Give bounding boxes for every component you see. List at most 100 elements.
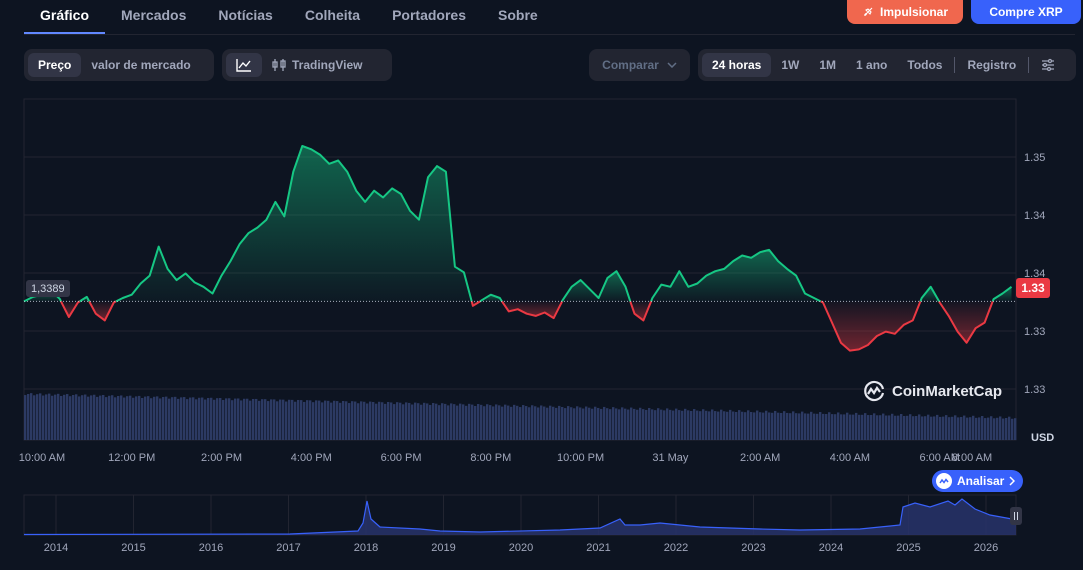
volume-bar [801,411,804,440]
volume-bar [531,405,534,440]
time-range-selector: 24 horas 1W 1M 1 ano Todos Registro [698,49,1076,81]
tradingview-button[interactable]: TradingView [262,53,372,77]
volume-bar [972,415,975,440]
rocket-icon [863,7,873,17]
line-chart-button[interactable] [226,53,262,77]
range-1m[interactable]: 1M [819,58,837,72]
volume-bar [555,407,558,440]
tab-news[interactable]: Notícias [218,7,273,23]
volume-bar [576,406,579,440]
volume-bar [336,401,339,440]
volume-bar [912,416,915,440]
navigator-year-label: 2016 [199,542,223,554]
volume-bar [54,394,57,440]
area-above-reference [920,286,940,302]
volume-bar [777,412,780,440]
volume-bar [807,413,810,440]
volume-bar [129,395,132,440]
volume-bar [681,410,684,440]
volume-bar [1008,416,1011,440]
volume-bar [462,404,465,440]
volume-bar [333,400,336,440]
range-1y[interactable]: 1 ano [856,58,888,72]
volume-bar [633,408,636,440]
chart-settings-button[interactable] [1031,53,1065,77]
volume-bar [585,406,588,440]
volume-bar [537,407,540,440]
watermark-text: CoinMarketCap [892,382,1003,400]
volume-bar [990,416,993,440]
volume-bar [693,409,696,440]
volume-bar [927,414,930,440]
volume-bar [354,401,357,440]
volume-bar [582,408,585,440]
volume-bar [597,407,600,440]
volume-bar [225,398,228,440]
volume-bar [495,404,498,440]
volume-bar [222,399,225,440]
volume-bar [228,398,231,440]
volume-bar [669,409,672,440]
volume-bar [288,399,291,440]
boost-button[interactable]: Impulsionar [846,0,963,24]
volume-bar [993,418,996,440]
buy-label: Compre XRP [989,5,1063,19]
volume-bar [600,408,603,440]
tab-about[interactable]: Sobre [498,7,538,23]
range-1w[interactable]: 1W [781,58,800,72]
volume-bar [684,408,687,440]
volume-bar [765,410,768,440]
volume-bar [786,412,789,440]
volume-bar [642,409,645,440]
volume-bar [165,396,168,440]
area-below-reference [939,301,993,343]
history-navigator: 2014 2015 2016 2017 2018 2019 2020 2021 2022 2023… [23,494,1022,554]
volume-bar [876,415,879,440]
x-tick-label: 6:00 AM [920,452,960,464]
navigator-year-label: 2020 [509,542,533,554]
volume-bar [183,397,186,440]
marketcap-tab[interactable]: valor de mercado [91,58,191,72]
price-chart[interactable]: 1.351.341.341.331.33 10:00 AM 12:00 PM 2:0… [0,95,1083,570]
volume-bar [81,395,84,440]
navigator-year-label: 2024 [819,542,843,554]
price-line-up [650,248,822,303]
volume-bar [975,417,978,440]
compare-dropdown[interactable]: Comparar [589,49,690,81]
volume-bar [552,406,555,440]
volume-bar [762,412,765,440]
volume-bar [342,400,345,440]
volume-bar [840,414,843,440]
volume-bar [261,399,264,440]
area-above-reference [562,271,631,302]
tab-holders[interactable]: Portadores [392,7,466,23]
volume-bar [234,398,237,440]
tab-markets[interactable]: Mercados [121,7,187,23]
volume-bar [654,410,657,440]
volume-bar [780,413,783,440]
volume-bar [117,395,120,440]
x-tick-label: 2:00 PM [201,452,242,464]
volume-bar [612,407,615,440]
navigator-frame [23,494,1017,536]
volume-bar [78,396,81,440]
volume-bar [921,416,924,440]
x-tick-label: 4:00 PM [291,452,332,464]
analyze-button[interactable]: Analisar [932,470,1024,492]
log-scale-toggle[interactable]: Registro [967,58,1017,72]
navigator-year-label: 2021 [586,542,610,554]
buy-xrp-button[interactable]: Compre XRP [971,0,1081,24]
volume-bar [378,401,381,440]
tab-chart[interactable]: Gráfico [24,0,106,34]
volume-bar [369,401,372,440]
volume-bar [540,405,543,440]
volume-bar [864,413,867,440]
volume-bar [519,407,522,440]
price-line-down [470,300,481,307]
price-tab[interactable]: Preço [28,53,82,77]
range-all[interactable]: Todos [907,58,943,72]
range-24h[interactable]: 24 horas [702,53,772,77]
x-tick-label: 12:00 PM [108,452,155,464]
tab-yield[interactable]: Colheita [304,7,361,23]
volume-bar [981,415,984,440]
